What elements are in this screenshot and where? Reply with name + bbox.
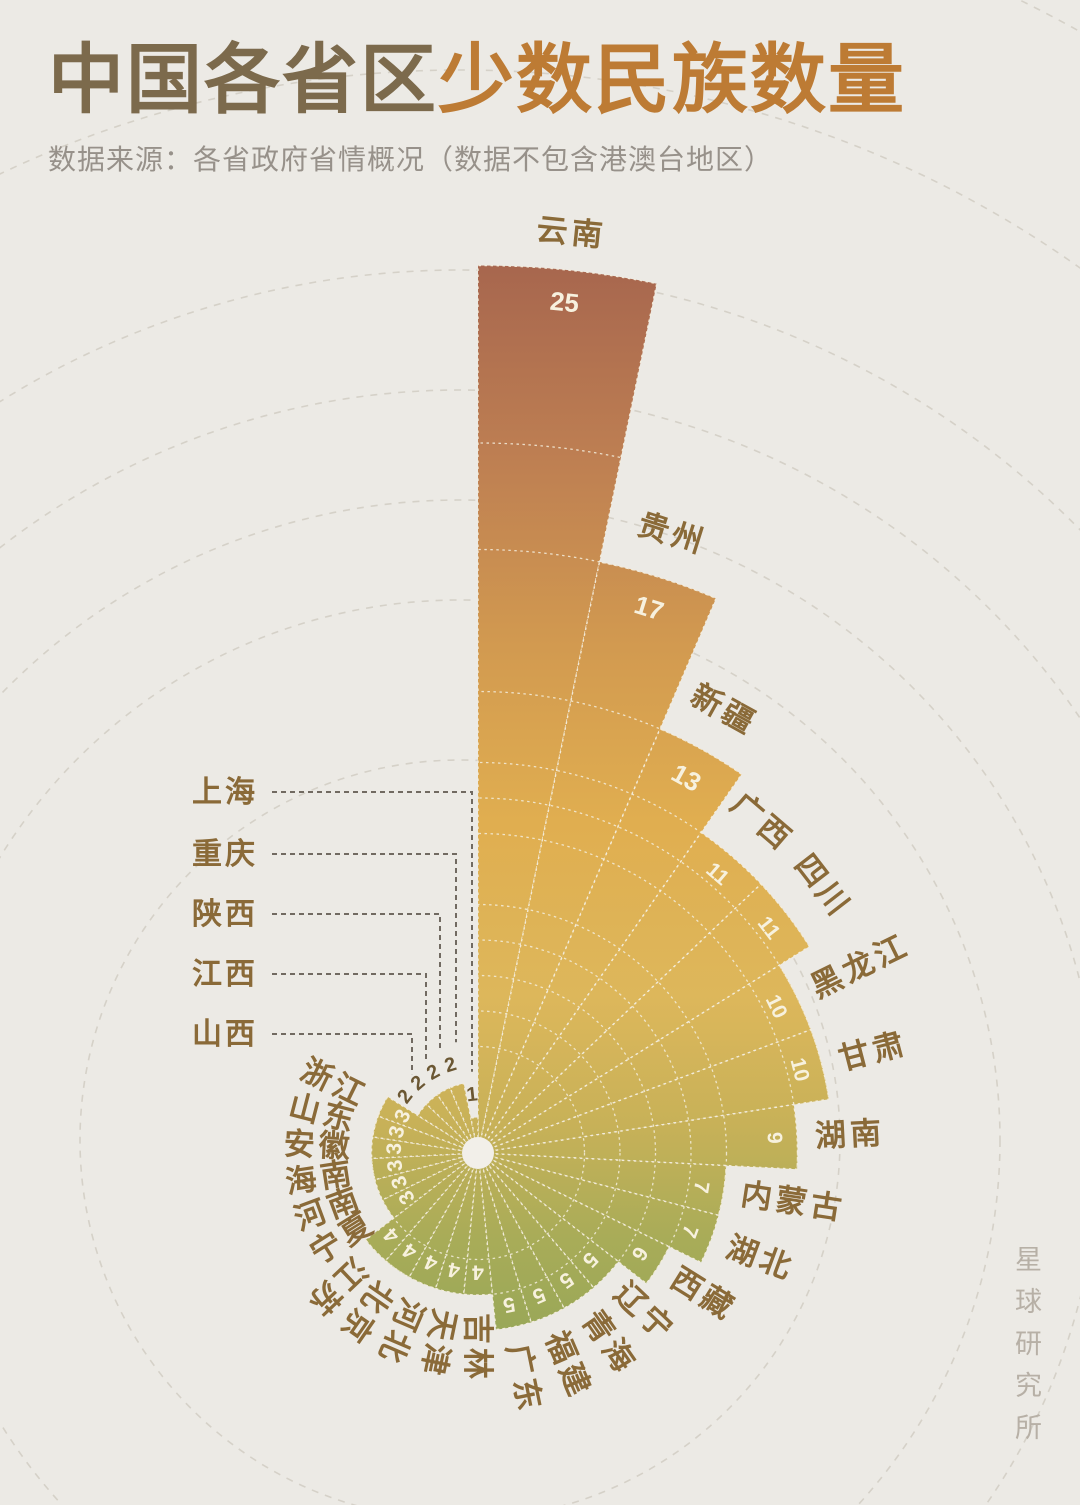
- province-wedge: [377, 1095, 479, 1154]
- value-label: 2: [407, 1071, 430, 1095]
- value-label: 3: [383, 1142, 407, 1155]
- province-label: 广西: [724, 786, 800, 858]
- value-label: 3: [383, 1158, 408, 1173]
- value-label: 4: [446, 1257, 462, 1282]
- value-grid-arcs: [365, 442, 829, 1330]
- callout-label: 重庆: [192, 838, 258, 871]
- province-wedge: [477, 1152, 620, 1289]
- background-grid-circle: [0, 389, 1080, 720]
- province-wedge: [436, 1086, 479, 1154]
- callout-label: 上海: [192, 776, 258, 809]
- province-wedge: [477, 1152, 595, 1310]
- callout-label: 山西: [192, 1018, 258, 1051]
- province-label: 湖南: [814, 1115, 886, 1153]
- background-grid-circle: [0, 69, 1080, 270]
- grid-arc: [370, 1045, 586, 1261]
- value-label: 2: [423, 1060, 443, 1085]
- province-label: 内蒙古: [739, 1176, 848, 1226]
- province-label: 黑龙江: [805, 927, 915, 1005]
- province-wedge: [477, 561, 717, 1154]
- grid-arc: [365, 903, 728, 1330]
- value-label: 9: [762, 1132, 786, 1145]
- callout-label: 江西: [192, 958, 258, 991]
- chart-header: 中国各省区少数民族数量 数据来源：各省政府省情概况（数据不包含港澳台地区）: [48, 39, 906, 178]
- value-label: 5: [501, 1292, 517, 1317]
- province-wedge: [425, 1093, 479, 1154]
- province-label: 安徽: [283, 1126, 355, 1164]
- page-title: 中国各省区少数民族数量: [48, 39, 906, 123]
- province-wedge: [477, 1028, 830, 1154]
- value-label: 4: [472, 1261, 484, 1284]
- value-label: 3: [384, 1123, 409, 1140]
- leader-line: [272, 791, 473, 1072]
- title-accent: 少数民族数量: [438, 39, 906, 123]
- background-grid-circle: [0, 599, 1001, 1505]
- leader-line: [272, 853, 457, 1043]
- province-label: 湖北: [722, 1230, 800, 1287]
- watermark: 星球研究所: [1011, 1245, 1041, 1455]
- value-label: 25: [549, 286, 581, 319]
- province-wedge: [416, 1103, 479, 1154]
- province-wedge: [477, 1152, 720, 1264]
- province-label: 广东: [500, 1341, 548, 1417]
- value-label: 10: [786, 1056, 814, 1084]
- province-wedge: [477, 1152, 727, 1217]
- grid-arc: [365, 690, 829, 1330]
- grid-arc: [365, 1010, 621, 1296]
- province-label: 四川: [788, 848, 858, 925]
- grid-arc: [365, 832, 799, 1330]
- province-label: 甘肃: [835, 1025, 912, 1076]
- province-wedge: [370, 1152, 479, 1181]
- province-wedge: [408, 1152, 479, 1290]
- background-grid-circle: [79, 759, 841, 1505]
- callout-label: 陕西: [192, 898, 258, 931]
- province-label: 新疆: [685, 677, 763, 742]
- value-label: 2: [442, 1053, 459, 1077]
- province-wedge: [449, 1082, 479, 1154]
- data-source-note: 数据来源：各省政府省情概况（数据不包含港澳台地区）: [48, 143, 774, 175]
- value-label: 1: [465, 1083, 478, 1106]
- leader-line: [272, 1033, 413, 1075]
- province-wedge: [477, 1152, 671, 1285]
- leader-line: [272, 973, 427, 1061]
- province-wedge: [384, 1152, 479, 1279]
- title-primary: 中国各省区: [48, 39, 438, 123]
- province-label: 云南: [535, 212, 608, 254]
- province-wedge: [477, 727, 743, 1154]
- background-grid-circle: [0, 499, 1080, 1505]
- province-wedge: [477, 264, 658, 1154]
- province-label: 贵州: [634, 506, 711, 560]
- province-label: 吉林: [460, 1313, 495, 1383]
- grid-arc: [365, 939, 692, 1330]
- province-wedge: [381, 1152, 479, 1220]
- province-wedge: [477, 1152, 532, 1331]
- value-label: 7: [689, 1180, 714, 1195]
- leader-line: [272, 913, 441, 1050]
- grid-arc: [365, 974, 657, 1330]
- center-hub: [462, 1137, 494, 1169]
